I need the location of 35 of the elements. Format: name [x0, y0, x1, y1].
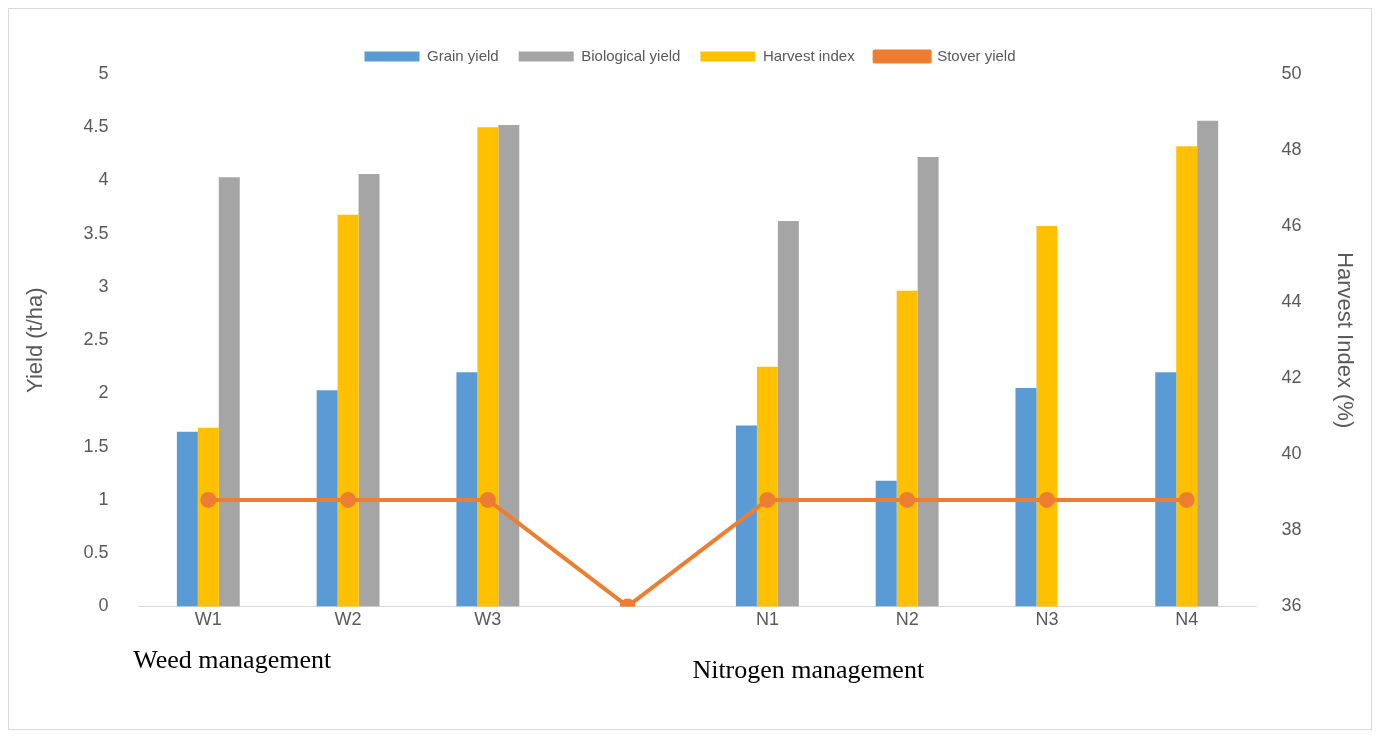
y2-tick-label: 38: [1281, 519, 1302, 540]
text: Weed management: [133, 645, 332, 675]
y-tick-label: 4.5: [83, 116, 109, 137]
y2-tick-label: 50: [1281, 62, 1302, 83]
y-axis-title: Yield (t/ha): [22, 287, 48, 393]
x-tick-label: N3: [1035, 609, 1059, 630]
y2-tick-label: 46: [1281, 215, 1302, 236]
legend-label: Biological yield: [581, 46, 681, 64]
y2-axis-title: Harvest Index (%): [1332, 252, 1358, 429]
y-tick-label: 3: [98, 275, 109, 296]
y-tick-label: 1: [98, 488, 109, 509]
legend-label: Grain yield: [427, 46, 499, 64]
y-tick-label: 5: [98, 62, 109, 83]
y-tick-label: 3.5: [83, 222, 109, 243]
y-tick-label: 0: [98, 595, 109, 616]
x-tick-label: W2: [334, 609, 362, 630]
x-tick-label: N4: [1175, 609, 1199, 630]
x-tick-label: W3: [474, 609, 502, 630]
x-tick-label: W1: [194, 609, 222, 630]
legend-label: Stover yield: [937, 46, 1016, 64]
y2-tick-label: 44: [1281, 291, 1302, 312]
y-tick-label: 1.5: [83, 435, 109, 456]
y2-tick-label: 36: [1281, 595, 1302, 616]
y2-tick-label: 48: [1281, 139, 1302, 160]
y-tick-label: 0.5: [83, 542, 109, 563]
y2-tick-label: 40: [1281, 443, 1302, 464]
text: Nitrogen management: [692, 655, 925, 685]
bar: [218, 177, 240, 607]
y2-tick-label: 42: [1281, 367, 1302, 388]
y-tick-label: 2.5: [83, 329, 109, 350]
legend-label: Harvest index: [762, 46, 856, 64]
x-tick-label: N2: [895, 609, 919, 630]
x-tick-label: N1: [755, 609, 779, 630]
y-tick-label: 4: [98, 169, 109, 190]
y-tick-label: 2: [98, 382, 109, 403]
